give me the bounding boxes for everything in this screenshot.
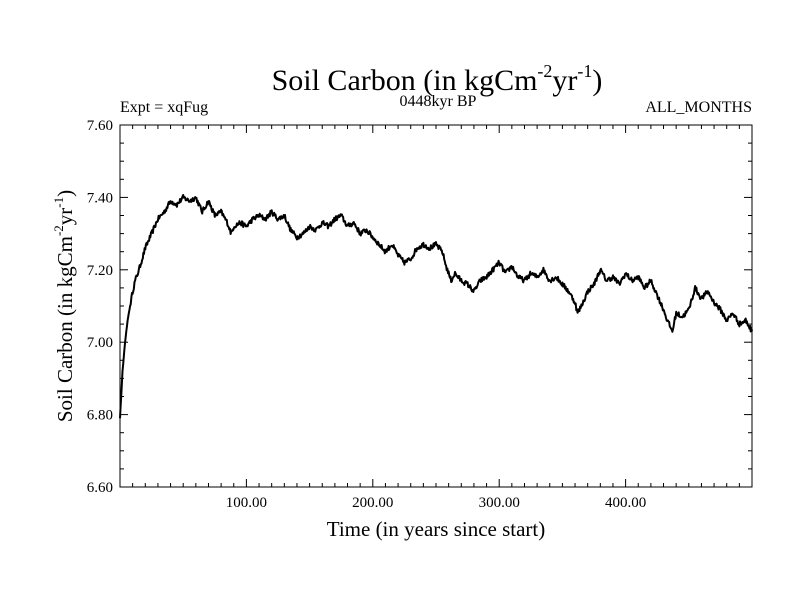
period-label: 0448kyr BP	[400, 93, 477, 110]
axis-ticks	[120, 125, 752, 487]
chart-title: Soil Carbon (in kgCm-2yr-1)	[272, 61, 603, 97]
x-tick-label: 200.00	[352, 495, 393, 511]
x-axis-label: Time (in years since start)	[327, 517, 546, 541]
y-tick-label: 7.40	[87, 190, 113, 206]
y-tick-label: 7.60	[87, 118, 113, 134]
tick-labels: 100.00 200.00 300.00 400.00 6.60 6.80 7.00 7.20…	[87, 118, 646, 511]
soil-carbon-series-line	[119, 194, 753, 419]
y-tick-label: 6.80	[87, 408, 113, 424]
x-tick-label: 300.00	[479, 495, 520, 511]
y-tick-label: 6.60	[87, 480, 113, 496]
x-tick-label: 100.00	[226, 495, 267, 511]
months-label: ALL_MONTHS	[645, 99, 752, 116]
x-tick-label: 400.00	[605, 495, 646, 511]
y-axis-label: Soil Carbon (in kgCm-2yr-1)	[51, 190, 77, 422]
experiment-label: Expt = xqFug	[120, 99, 208, 116]
plot-frame	[119, 124, 753, 488]
y-tick-label: 7.00	[87, 335, 113, 351]
y-tick-label: 7.20	[87, 263, 113, 279]
